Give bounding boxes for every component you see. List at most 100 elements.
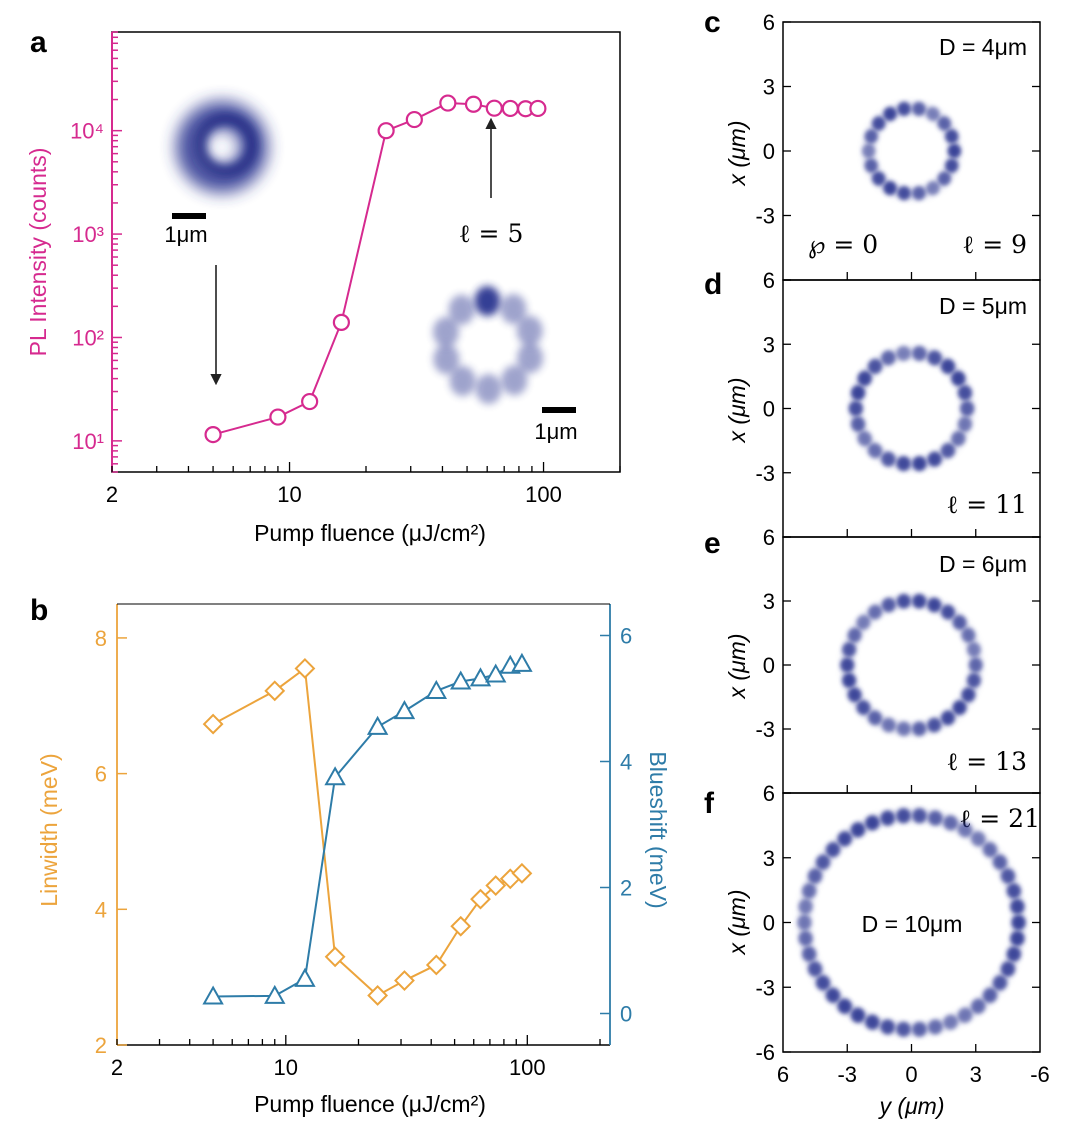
panel-a-series xyxy=(204,94,547,444)
inset-lobe xyxy=(500,294,527,325)
panel-c-p-label: ℘ = 0 xyxy=(808,230,878,259)
panel-f-lobe xyxy=(797,914,812,931)
panel-d-l-label: ℓ = 11 xyxy=(946,490,1027,519)
panel-e-ring xyxy=(840,593,983,737)
panel-e-ytick-label: -3 xyxy=(755,717,775,742)
panel-e-lobe xyxy=(912,593,927,609)
panel-c-diameter: D = 4μm xyxy=(939,34,1027,60)
panel-f-xlabel: y (μm) xyxy=(878,1093,945,1119)
panel-e-lobe xyxy=(881,597,896,613)
panel-d-lobe xyxy=(867,443,883,459)
panel-e-lobe xyxy=(868,604,882,620)
panel-d-ytick-label: 0 xyxy=(763,397,775,422)
panel-c-lobe xyxy=(861,143,876,159)
panel-e-lobe xyxy=(896,721,911,737)
panel-d-lobe xyxy=(957,385,973,401)
panel-label-a: a xyxy=(30,26,47,59)
panel-b-ytick-left-label: 2 xyxy=(95,1033,107,1058)
panel-c-lobe xyxy=(912,101,926,116)
panel-c-lobe xyxy=(871,116,886,131)
inset-lobe xyxy=(448,294,475,325)
scalebar-left xyxy=(172,213,206,219)
panel-d-ring xyxy=(848,345,975,472)
panel-f-lobe xyxy=(928,810,943,826)
panel-b-diamond-point xyxy=(450,915,472,937)
panel-f-lobe xyxy=(928,1019,943,1035)
panel-d-diameter: D = 5μm xyxy=(939,293,1027,319)
panel-f-ytick-label: -3 xyxy=(755,975,775,1000)
panel-a-point xyxy=(501,99,519,118)
panel-d-lobe xyxy=(848,400,863,417)
panel-f-lobe xyxy=(943,815,958,831)
panel-a-ytick-label: 10² xyxy=(72,325,104,350)
panel-e-ytick-label: 0 xyxy=(763,653,775,678)
panel-f-xtick-label: 3 xyxy=(970,1062,982,1087)
panel-d-lobe xyxy=(940,443,956,459)
panel-e-lobe xyxy=(842,642,857,657)
panel-b-xtick-label: 10 xyxy=(274,1055,298,1080)
panel-f-lobe xyxy=(943,1014,958,1030)
panel-f-ylabel: x (μm) xyxy=(724,890,750,956)
panel-label-c: c xyxy=(704,6,721,39)
panel-f-lobe xyxy=(837,998,852,1014)
panel-b-xlabel: Pump fluence (μJ/cm²) xyxy=(254,1091,486,1117)
panel-d-ytick-label: 3 xyxy=(763,332,775,357)
panel-e-lobe xyxy=(941,604,955,620)
panel-f-lobe xyxy=(850,1007,866,1023)
panel-d-lobe xyxy=(912,345,927,361)
panel-e-lobe xyxy=(856,615,871,630)
panel-e-lobe xyxy=(966,642,981,657)
panel-a-axes: 10¹ 10² 10³ 10⁴ 2 10 100 xyxy=(70,31,621,507)
panel-f-lobe xyxy=(971,998,986,1014)
panel-f-lobe xyxy=(807,868,823,884)
panel-f-lobe xyxy=(957,1007,973,1023)
panel-b-diamond-point xyxy=(324,946,346,968)
panel-a-point xyxy=(301,392,319,411)
panel-e-lobe xyxy=(968,657,983,673)
panel-c-lobe xyxy=(871,171,886,186)
panel-f-lobe xyxy=(992,854,1008,870)
panel-e-lobe xyxy=(840,657,855,673)
panel-e-l-label: ℓ = 13 xyxy=(946,747,1027,776)
panel-a-point xyxy=(204,425,222,444)
panel-a-xtick-label: 100 xyxy=(525,482,562,507)
panel-d-ylabel: x (μm) xyxy=(724,378,750,444)
panel-e-lobe xyxy=(941,710,955,726)
panel-b-diamond-point xyxy=(485,875,507,896)
panel-b-diamond-point xyxy=(294,658,316,679)
panel-d-lobe xyxy=(896,456,911,472)
panel-b-triangle-line xyxy=(213,662,523,998)
panel-d-lobe xyxy=(850,416,866,432)
panel-a-point xyxy=(377,122,395,140)
panel-d-lobe xyxy=(850,385,866,401)
panel-d-lobe xyxy=(896,345,911,361)
inset-lobe xyxy=(501,365,528,396)
panel-f-lobe xyxy=(837,831,852,847)
panel-f-lobe xyxy=(815,854,831,870)
panel-c-lobe xyxy=(864,129,878,144)
inset-lobe xyxy=(517,343,544,374)
panel-label-f: f xyxy=(704,787,715,820)
panel-b-series xyxy=(202,652,533,1006)
panel-d-lobe xyxy=(912,456,927,472)
panel-f-lobe xyxy=(982,987,998,1003)
panel-b-diamond-point xyxy=(470,888,491,910)
panel-a-point xyxy=(269,408,287,426)
panel-e: e D = 6μm ℓ = 13 x (μm) xyxy=(704,527,1027,776)
inset-lobe xyxy=(475,373,502,404)
panel-a-ytick-label: 10³ xyxy=(72,222,104,247)
panel-e-lobe xyxy=(961,687,976,703)
panel-b-ytick-right-label: 2 xyxy=(620,876,632,901)
panel-c-lobe xyxy=(897,186,911,201)
panel-b-axes: 2 4 6 8 0 2 4 6 2 10 100 xyxy=(95,624,633,1081)
panel-c-ytick-label: -3 xyxy=(755,204,775,229)
panel-c-lobe xyxy=(883,106,897,121)
panel-d-lobe xyxy=(881,451,896,467)
panel-c-lobe xyxy=(897,101,911,116)
panel-e-ytick-label: 6 xyxy=(763,525,775,550)
scalebar-left-label: 1μm xyxy=(164,222,207,247)
mode-label-a: ℓ = 5 xyxy=(459,219,524,248)
panel-b-triangle-point xyxy=(324,766,346,786)
panel-f-lobe xyxy=(865,1014,880,1030)
